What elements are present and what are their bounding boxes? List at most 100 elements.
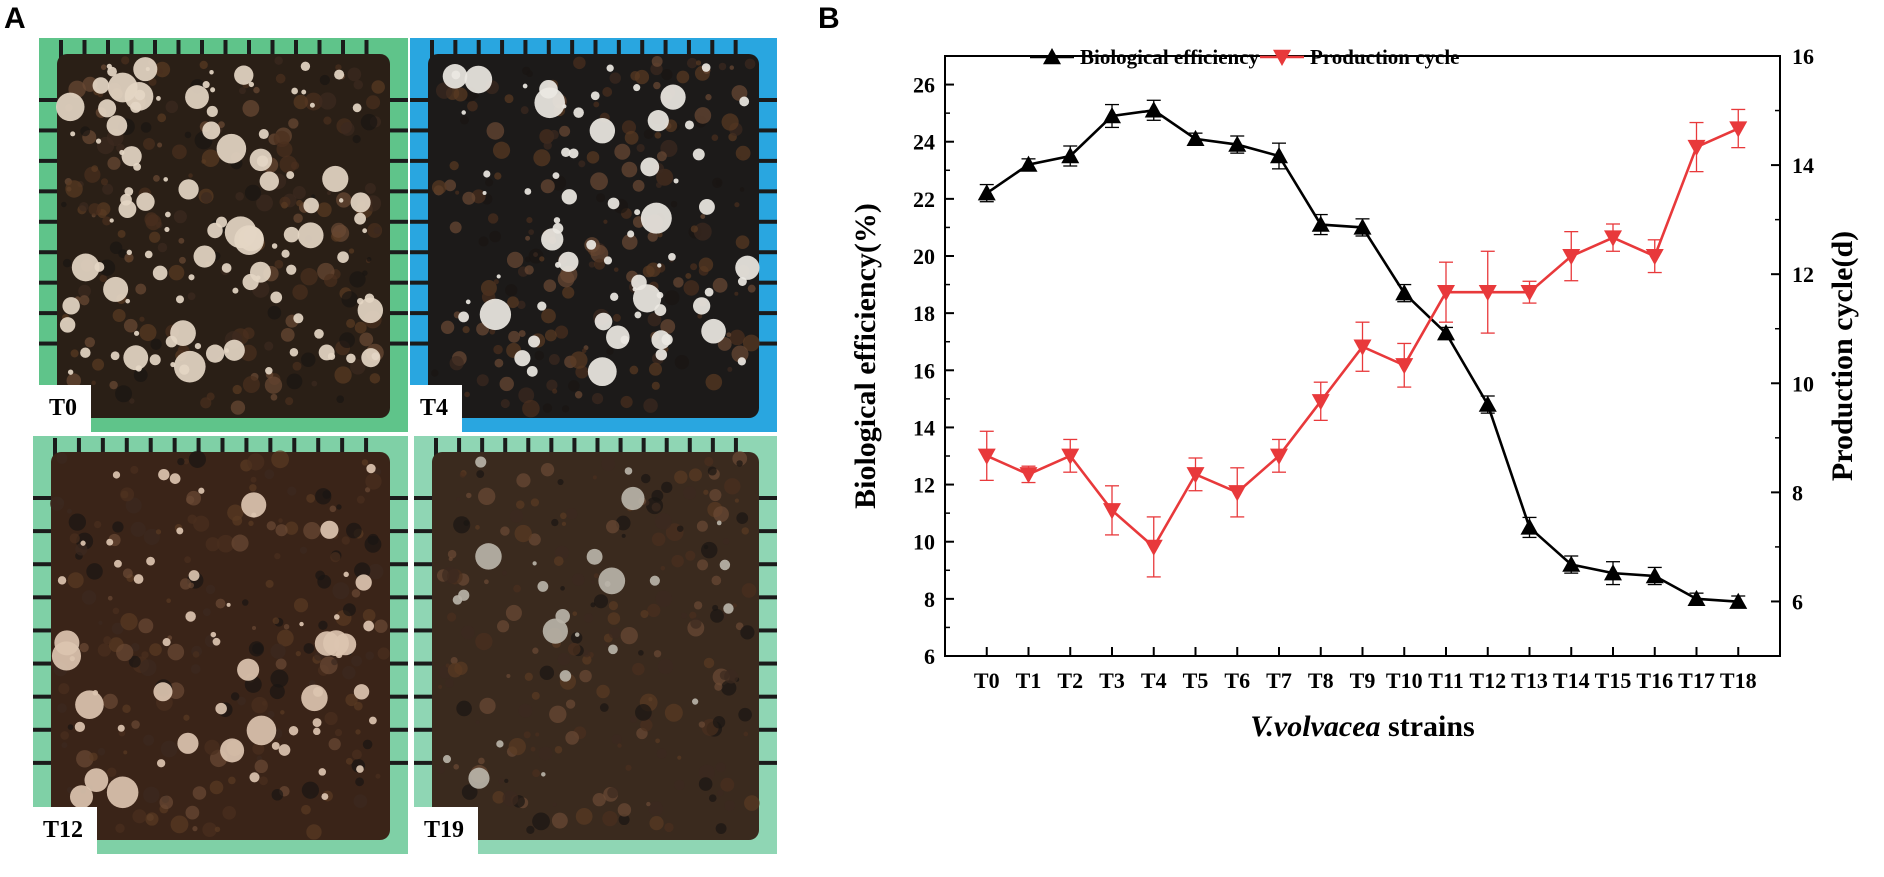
- x-tick-label: T17: [1678, 668, 1715, 693]
- substrate-texture: [581, 348, 587, 354]
- mushroom: [590, 91, 600, 101]
- legend-label: Biological efficiency: [1080, 45, 1260, 69]
- substrate-texture: [720, 777, 735, 792]
- mushroom: [458, 589, 470, 601]
- basket-slot: [39, 311, 59, 316]
- substrate-texture: [315, 570, 325, 581]
- substrate-texture: [593, 573, 599, 579]
- basket-slot: [388, 628, 408, 633]
- basket-slot: [414, 628, 434, 633]
- substrate-texture: [559, 125, 571, 137]
- substrate-texture: [365, 651, 375, 660]
- basket-slot: [223, 40, 228, 62]
- mushroom: [248, 81, 255, 88]
- substrate-texture: [599, 703, 609, 712]
- substrate-texture: [478, 757, 485, 765]
- substrate-texture: [643, 129, 654, 140]
- substrate-texture: [199, 60, 208, 70]
- substrate-texture: [351, 655, 363, 667]
- substrate-texture: [205, 537, 220, 552]
- mushroom: [684, 120, 694, 130]
- substrate-texture: [359, 332, 374, 347]
- substrate-texture: [602, 810, 618, 827]
- mushroom: [553, 217, 561, 224]
- mushroom: [656, 291, 664, 299]
- substrate-texture: [139, 324, 157, 342]
- mushroom: [67, 369, 74, 375]
- mushroom: [170, 320, 196, 346]
- substrate-texture: [717, 789, 724, 797]
- basket-slot: [388, 189, 408, 194]
- substrate-texture: [143, 528, 161, 546]
- substrate-texture: [603, 219, 608, 224]
- substrate-texture: [57, 703, 67, 714]
- substrate-texture: [744, 58, 756, 70]
- substrate-texture: [184, 131, 192, 139]
- substrate-texture: [736, 512, 749, 525]
- data-point: [1228, 135, 1247, 152]
- mushroom: [334, 614, 340, 620]
- basket-slot: [341, 40, 345, 62]
- mushroom: [176, 295, 184, 304]
- substrate-texture: [353, 794, 368, 809]
- basket-slot: [124, 438, 129, 460]
- mushroom: [146, 556, 155, 566]
- mushroom: [699, 198, 715, 215]
- substrate-texture: [533, 149, 551, 167]
- substrate-texture: [102, 693, 118, 709]
- mushroom: [586, 239, 597, 250]
- mushroom: [627, 230, 635, 238]
- substrate-texture: [453, 764, 460, 770]
- substrate-texture: [160, 740, 178, 758]
- substrate-texture: [440, 320, 455, 334]
- mushroom: [589, 118, 616, 144]
- mushroom: [458, 311, 469, 323]
- substrate-texture: [334, 366, 352, 384]
- mushroom: [120, 193, 132, 206]
- substrate-texture: [153, 174, 160, 182]
- substrate-texture: [215, 598, 226, 609]
- substrate-texture: [355, 729, 361, 735]
- substrate-texture: [100, 64, 107, 70]
- substrate-texture: [552, 802, 557, 807]
- basket-slot: [593, 40, 598, 62]
- basket-slot: [388, 98, 408, 102]
- basket-slot: [434, 438, 438, 460]
- substrate-texture: [70, 349, 79, 358]
- substrate-texture: [362, 739, 373, 750]
- y2-tick-label: 12: [1792, 262, 1814, 287]
- mushroom: [356, 765, 364, 773]
- substrate-texture: [352, 135, 361, 144]
- substrate-texture: [275, 524, 288, 537]
- substrate-texture: [112, 607, 120, 615]
- basket-slot: [364, 40, 369, 62]
- substrate-texture: [293, 598, 309, 613]
- substrate-texture: [741, 583, 757, 598]
- y-tick-label: 16: [913, 358, 935, 383]
- photo-t19: T19: [414, 436, 777, 854]
- substrate-texture: [493, 344, 503, 355]
- substrate-texture: [670, 200, 678, 208]
- substrate-texture: [216, 534, 235, 553]
- substrate-texture: [201, 159, 207, 164]
- substrate-texture: [218, 121, 225, 128]
- basket-slot: [618, 438, 623, 460]
- data-point: [1270, 147, 1288, 164]
- mushroom: [594, 312, 613, 331]
- substrate-texture: [206, 392, 215, 401]
- basket-slot: [292, 438, 297, 460]
- mushroom: [321, 793, 329, 801]
- substrate-texture: [267, 710, 275, 718]
- substrate-texture: [116, 643, 134, 662]
- mushroom: [309, 102, 315, 108]
- substrate-texture: [361, 459, 369, 466]
- mushroom: [606, 64, 614, 72]
- mushroom: [461, 110, 466, 115]
- substrate-texture: [269, 684, 285, 700]
- substrate-texture: [323, 273, 338, 288]
- y2-tick-label: 14: [1792, 153, 1814, 178]
- basket-slot: [414, 496, 434, 500]
- basket-slot: [76, 438, 81, 460]
- mushroom: [537, 580, 549, 592]
- basket-slot: [33, 727, 53, 732]
